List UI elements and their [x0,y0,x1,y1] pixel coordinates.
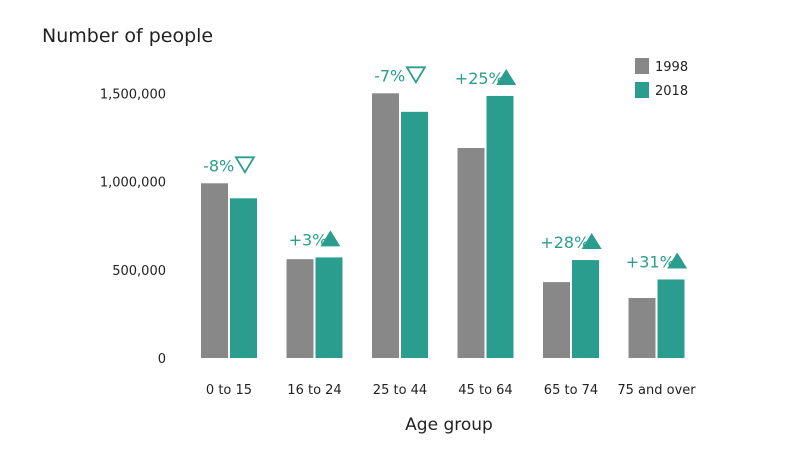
bar-2018-65-to-74 [572,260,599,358]
bar-1998-0-to-15 [201,183,228,358]
y-tick-label: 500,000 [112,264,166,279]
bar-1998-45-to-64 [457,148,485,358]
legend-label: 1998 [655,60,688,75]
change-label: +25% [455,69,504,88]
bar-1998-25-to-44 [372,93,399,358]
y-tick-label: 0 [158,352,166,367]
change-label: -7% [374,66,405,85]
x-tick-label: 45 to 64 [458,383,512,398]
legend: 1998 2018 [635,58,688,99]
bar-1998-16-to-24 [286,259,314,358]
triangle-up-icon [320,230,341,247]
legend-swatch [635,82,649,98]
y-axis-ticks: 0 500,000 1,000,000 1,500,000 [100,87,166,367]
bar-2018-16-to-24 [315,257,343,358]
x-tick-label: 25 to 44 [373,383,427,398]
x-tick-label: 0 to 15 [206,383,252,398]
change-labels: -8% +3% -7% +25% +28% +31% [203,66,688,271]
triangle-up-icon [667,252,688,269]
bar-2018-45-to-64 [486,95,514,359]
x-tick-label: 65 to 74 [544,383,598,398]
bar-2018-25-to-44 [401,111,428,358]
change-label: +3% [289,230,328,249]
change-label: +31% [626,252,675,271]
bar-1998-75-and-over [628,298,656,358]
triangle-up-icon [496,68,517,85]
bar-1998-65-to-74 [543,282,570,358]
x-axis-title: Age group [405,415,493,435]
y-tick-label: 1,000,000 [100,176,166,191]
bar-2018-75-and-over [657,279,685,358]
x-tick-label: 75 and over [617,383,696,398]
legend-swatch [635,58,649,74]
change-label: -8% [203,156,234,175]
triangle-up-icon [581,233,602,250]
legend-label: 2018 [655,84,688,99]
change-label: +28% [540,233,589,252]
bar-2018-0-to-15 [230,198,257,358]
bars-group [201,93,685,359]
x-tick-label: 16 to 24 [287,383,341,398]
y-tick-label: 1,500,000 [100,87,166,102]
y-axis-title: Number of people [42,25,213,47]
x-axis-ticks: 0 to 15 16 to 24 25 to 44 45 to 64 65 to 74 7… [206,383,696,398]
triangle-down-icon [234,156,256,175]
triangle-down-icon [405,66,427,85]
